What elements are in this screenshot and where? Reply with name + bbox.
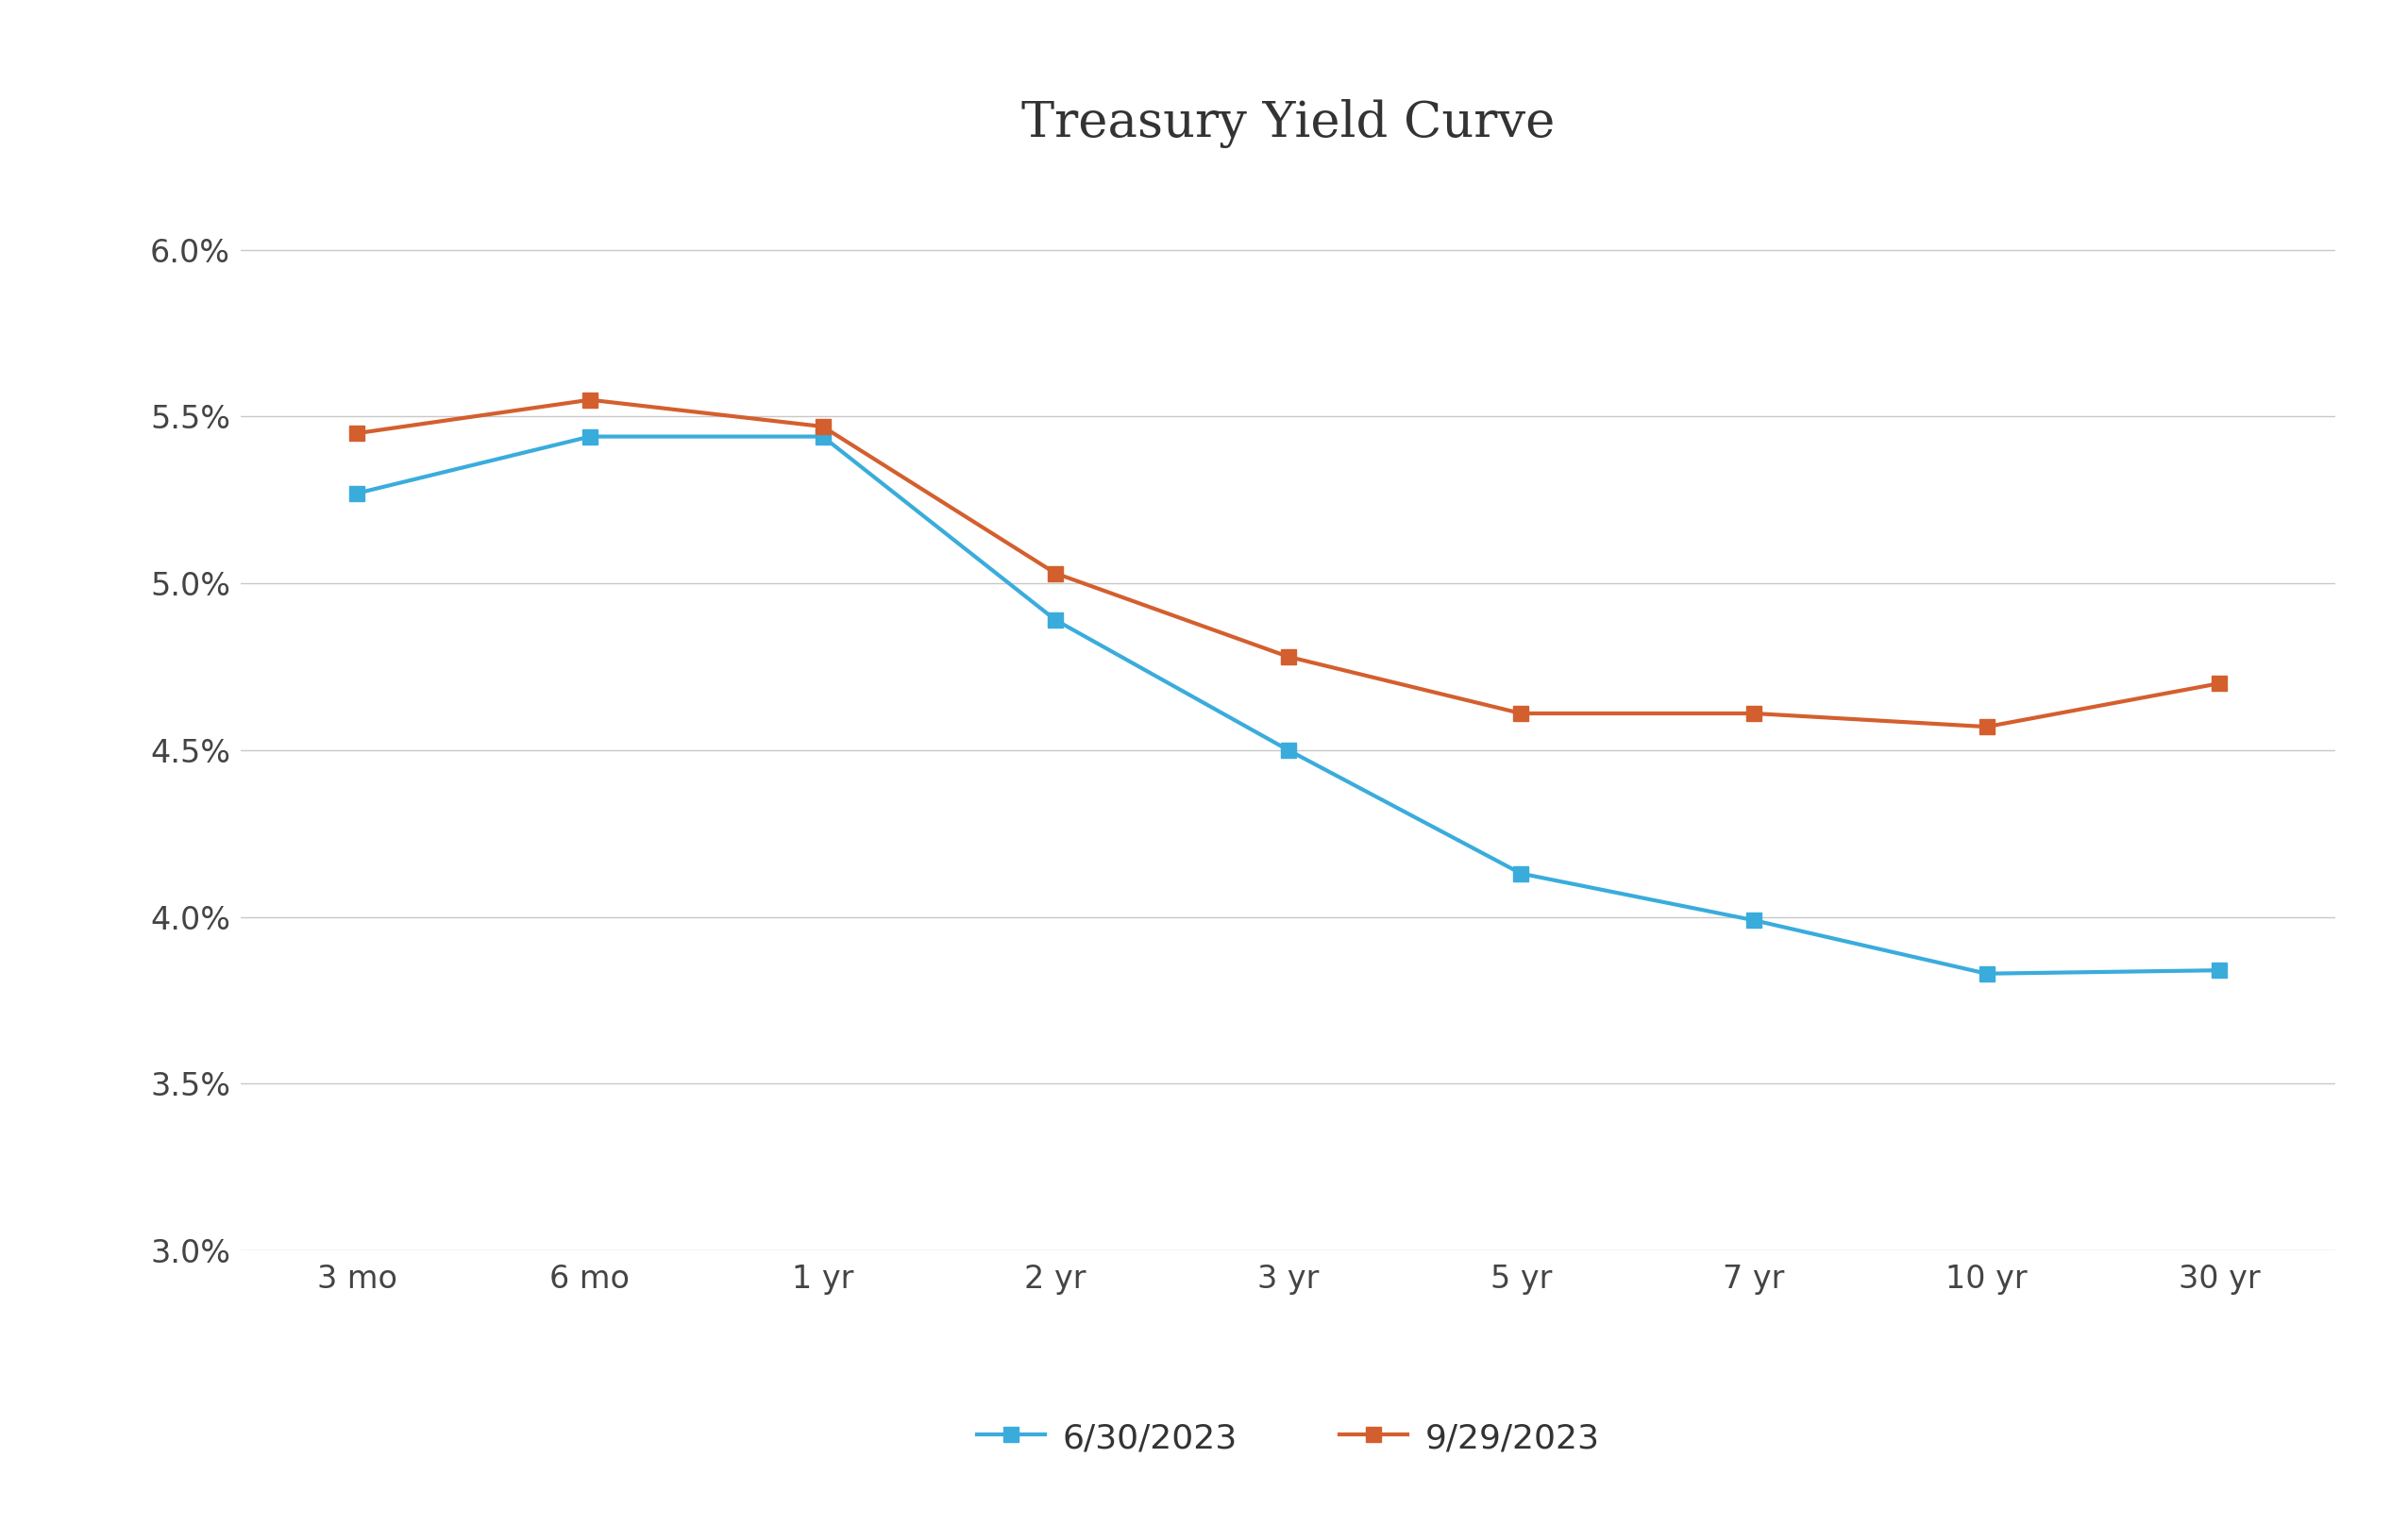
9/29/2023 <box>2206 674 2235 692</box>
9/29/2023 <box>1040 564 1069 583</box>
9/29/2023 <box>1274 648 1303 666</box>
9/29/2023 <box>1507 705 1536 723</box>
Line: 9/29/2023: 9/29/2023 <box>349 392 2227 735</box>
6/30/2023 <box>1972 964 2001 982</box>
9/29/2023 <box>1739 705 1767 723</box>
6/30/2023 <box>2206 961 2235 979</box>
9/29/2023 <box>576 390 604 409</box>
6/30/2023 <box>1274 741 1303 759</box>
9/29/2023 <box>1972 718 2001 737</box>
9/29/2023 <box>809 418 838 436</box>
Title: Treasury Yield Curve: Treasury Yield Curve <box>1021 99 1556 148</box>
Line: 6/30/2023: 6/30/2023 <box>349 429 2227 982</box>
6/30/2023 <box>1507 865 1536 883</box>
6/30/2023 <box>1739 910 1767 929</box>
6/30/2023 <box>1040 612 1069 630</box>
6/30/2023 <box>342 483 371 502</box>
9/29/2023 <box>342 424 371 442</box>
6/30/2023 <box>576 427 604 445</box>
Legend: 6/30/2023, 9/29/2023: 6/30/2023, 9/29/2023 <box>963 1408 1613 1469</box>
6/30/2023 <box>809 427 838 445</box>
